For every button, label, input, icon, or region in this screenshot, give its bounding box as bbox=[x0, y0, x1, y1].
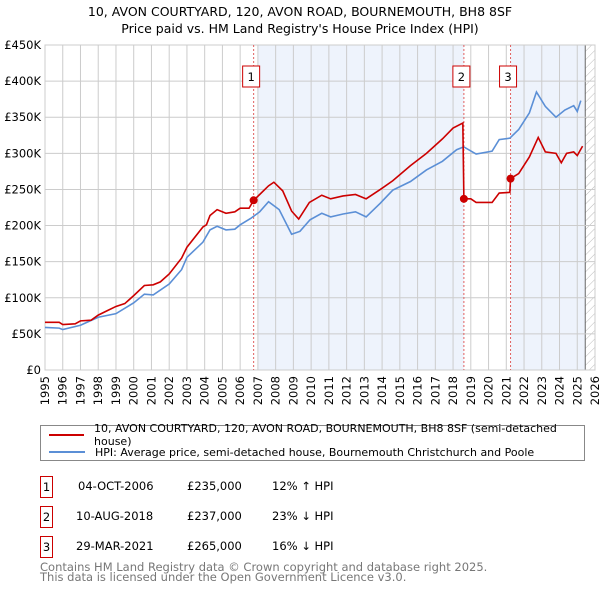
x-tick-label: 2018 bbox=[446, 376, 460, 405]
x-tick-label: 2022 bbox=[517, 376, 531, 405]
y-tick-label: £100K bbox=[4, 291, 41, 305]
x-tick-label: 2009 bbox=[286, 376, 300, 405]
sale-row: 3 29-MAR-2021 £265,000 16% ↓ HPI bbox=[40, 536, 440, 558]
legend-label: HPI: Average price, semi-detached house,… bbox=[95, 445, 535, 459]
sale-point bbox=[249, 196, 258, 205]
y-tick-label: £50K bbox=[12, 327, 42, 341]
sale-row: 2 10-AUG-2018 £237,000 23% ↓ HPI bbox=[40, 506, 440, 528]
x-tick-label: 2025 bbox=[570, 376, 584, 405]
y-tick-label: £0 bbox=[26, 363, 41, 377]
x-tick-label: 2017 bbox=[428, 376, 442, 405]
footer-copyright: Contains HM Land Registry data © Crown c… bbox=[40, 560, 488, 574]
x-tick-label: 2013 bbox=[357, 376, 371, 405]
x-tick-label: 2024 bbox=[553, 376, 567, 405]
sale-label-box bbox=[499, 65, 518, 88]
sale-number-badge: 1 bbox=[40, 476, 53, 498]
sale-point bbox=[459, 194, 468, 203]
x-tick-label: 2019 bbox=[464, 376, 478, 405]
sale-hpi-diff: 16% ↓ HPI bbox=[272, 539, 334, 553]
x-tick-label: 1999 bbox=[109, 376, 123, 405]
x-tick-label: 2007 bbox=[251, 376, 265, 405]
series-line-hpi bbox=[44, 90, 582, 331]
sale-price: £235,000 bbox=[187, 479, 242, 493]
x-tick-label: 2020 bbox=[482, 376, 496, 405]
sale-date: 04-OCT-2006 bbox=[78, 479, 154, 493]
legend: 10, AVON COURTYARD, 120, AVON ROAD, BOUR… bbox=[40, 422, 585, 461]
y-tick-label: £250K bbox=[4, 182, 41, 196]
sale-row: 1 04-OCT-2006 £235,000 12% ↑ HPI bbox=[40, 476, 440, 498]
y-tick-label: £150K bbox=[4, 255, 41, 269]
sale-label: 3 bbox=[504, 70, 511, 84]
forecast-hatch bbox=[585, 45, 595, 370]
sale-point bbox=[506, 174, 515, 183]
x-tick-label: 2005 bbox=[215, 376, 229, 405]
sale-price: £237,000 bbox=[187, 509, 242, 523]
legend-item-hpi: HPI: Average price, semi-detached house,… bbox=[49, 444, 534, 460]
sale-label: 1 bbox=[247, 70, 254, 84]
sale-price: £265,000 bbox=[187, 539, 242, 553]
x-tick-label: 2016 bbox=[411, 376, 425, 405]
x-tick-label: 2008 bbox=[269, 376, 283, 405]
x-tick-label: 2000 bbox=[127, 376, 141, 405]
plot-area: 1995 1996 1997 1998 1999 2000 2001 2002 2003 2004… bbox=[4, 38, 600, 405]
legend-label: 10, AVON COURTYARD, 120, AVON ROAD, BOUR… bbox=[94, 422, 557, 448]
x-tick-label: 2011 bbox=[322, 376, 336, 405]
sale-label-box bbox=[452, 65, 471, 88]
sale-hpi-diff: 23% ↓ HPI bbox=[272, 509, 334, 523]
shaded-period bbox=[510, 45, 586, 370]
x-tick-label: 2001 bbox=[144, 376, 158, 405]
x-tick-label: 2004 bbox=[198, 376, 212, 405]
legend-swatch bbox=[49, 434, 85, 436]
legend-item-property: 10, AVON COURTYARD, 120, AVON ROAD, BOUR… bbox=[49, 422, 584, 448]
chart-title: 10, AVON COURTYARD, 120, AVON ROAD, BOUR… bbox=[87, 4, 513, 19]
footer-licence: This data is licensed under the Open Gov… bbox=[40, 570, 407, 584]
sale-label: 2 bbox=[458, 70, 465, 84]
sale-number-badge: 2 bbox=[40, 506, 53, 528]
y-tick-label: £400K bbox=[4, 74, 41, 88]
y-tick-label: £200K bbox=[4, 219, 41, 233]
chart-subtitle: Price paid vs. HM Land Registry's House … bbox=[121, 21, 479, 36]
y-tick-label: £300K bbox=[4, 146, 41, 160]
x-tick-label: 2021 bbox=[499, 376, 513, 405]
sale-label-box bbox=[242, 65, 261, 88]
x-tick-label: 2015 bbox=[393, 376, 407, 405]
x-tick-label: 1996 bbox=[56, 376, 70, 405]
legend-swatch bbox=[49, 451, 85, 453]
sale-date: 29-MAR-2021 bbox=[76, 539, 154, 553]
y-tick-label: £450K bbox=[4, 38, 41, 52]
x-tick-label: 2002 bbox=[162, 376, 176, 405]
x-tick-label: 2026 bbox=[588, 376, 600, 405]
sale-number-badge: 3 bbox=[40, 536, 53, 558]
sale-date: 10-AUG-2018 bbox=[76, 509, 154, 523]
y-tick-label: £350K bbox=[4, 110, 41, 124]
sale-hpi-diff: 12% ↑ HPI bbox=[272, 479, 334, 493]
x-tick-label: 2012 bbox=[340, 376, 354, 405]
x-tick-label: 2010 bbox=[304, 376, 318, 405]
plot-border bbox=[44, 44, 596, 371]
x-tick-label: 1997 bbox=[73, 376, 87, 405]
x-tick-label: 2006 bbox=[233, 376, 247, 405]
shaded-period bbox=[257, 45, 464, 370]
x-tick-label: 2003 bbox=[180, 376, 194, 405]
x-tick-label: 1998 bbox=[91, 376, 105, 405]
x-tick-label: 1995 bbox=[38, 376, 52, 405]
x-tick-label: 2014 bbox=[375, 376, 389, 405]
x-tick-label: 2023 bbox=[535, 376, 549, 405]
